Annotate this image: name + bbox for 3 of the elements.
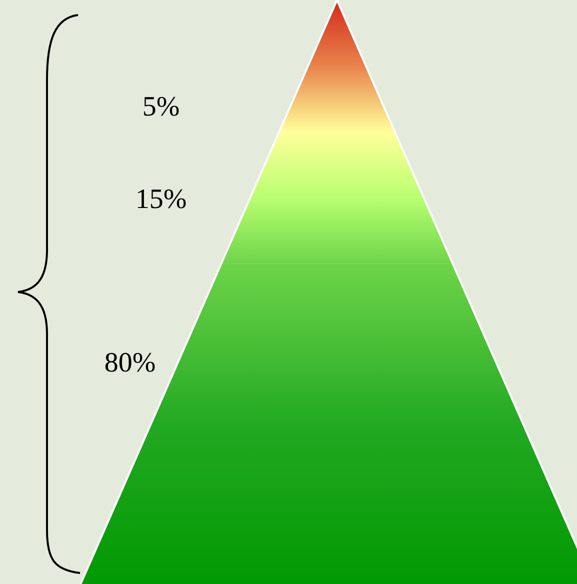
data-label: 80% — [104, 348, 156, 379]
data-label: 5% — [142, 92, 180, 123]
data-label: 15% — [135, 184, 187, 215]
